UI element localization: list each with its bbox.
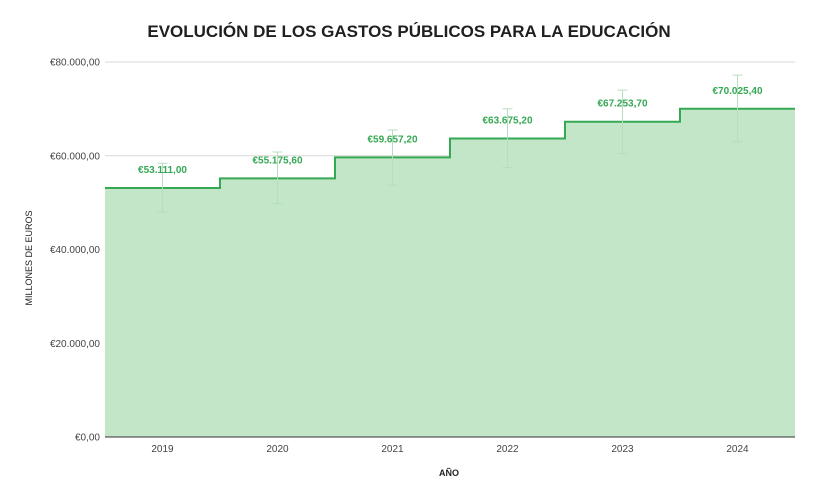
series-line bbox=[105, 107, 795, 190]
chart-title: EVOLUCIÓN DE LOS GASTOS PÚBLICOS PARA LA… bbox=[147, 22, 670, 41]
x-axis-title: AÑO bbox=[439, 468, 459, 478]
x-tick-label: 2020 bbox=[266, 444, 289, 455]
data-labels: €53.111,00 €55.175,60 €59.657,20 €63.675,20… bbox=[138, 86, 763, 176]
y-axis-title: MILLONES DE EUROS bbox=[24, 210, 34, 305]
data-label: €63.675,20 bbox=[482, 116, 532, 127]
y-tick-label: €80.000,00 bbox=[50, 58, 100, 69]
x-tick-label: 2021 bbox=[381, 444, 404, 455]
plot-area bbox=[105, 107, 795, 438]
data-label: €53.111,00 bbox=[138, 165, 187, 176]
x-tick-label: 2024 bbox=[726, 444, 749, 455]
y-tick-label: €0,00 bbox=[75, 433, 100, 444]
x-tick-label: 2019 bbox=[151, 444, 174, 455]
data-label: €55.175,60 bbox=[252, 155, 302, 166]
x-axis-ticks: 2019 2020 2021 2022 2023 2024 bbox=[151, 444, 749, 455]
error-bars bbox=[157, 74, 743, 213]
data-label: €70.025,40 bbox=[712, 86, 762, 97]
y-tick-label: €40.000,00 bbox=[50, 245, 100, 256]
x-tick-label: 2023 bbox=[611, 444, 634, 455]
x-tick-label: 2022 bbox=[496, 444, 519, 455]
y-tick-label: €20.000,00 bbox=[50, 339, 100, 350]
y-tick-label: €60.000,00 bbox=[50, 151, 100, 162]
y-axis-ticks: €0,00 €20.000,00 €40.000,00 €60.000,00 €80.0… bbox=[50, 58, 100, 444]
data-label: €59.657,20 bbox=[367, 134, 417, 145]
data-label: €67.253,70 bbox=[597, 99, 647, 110]
